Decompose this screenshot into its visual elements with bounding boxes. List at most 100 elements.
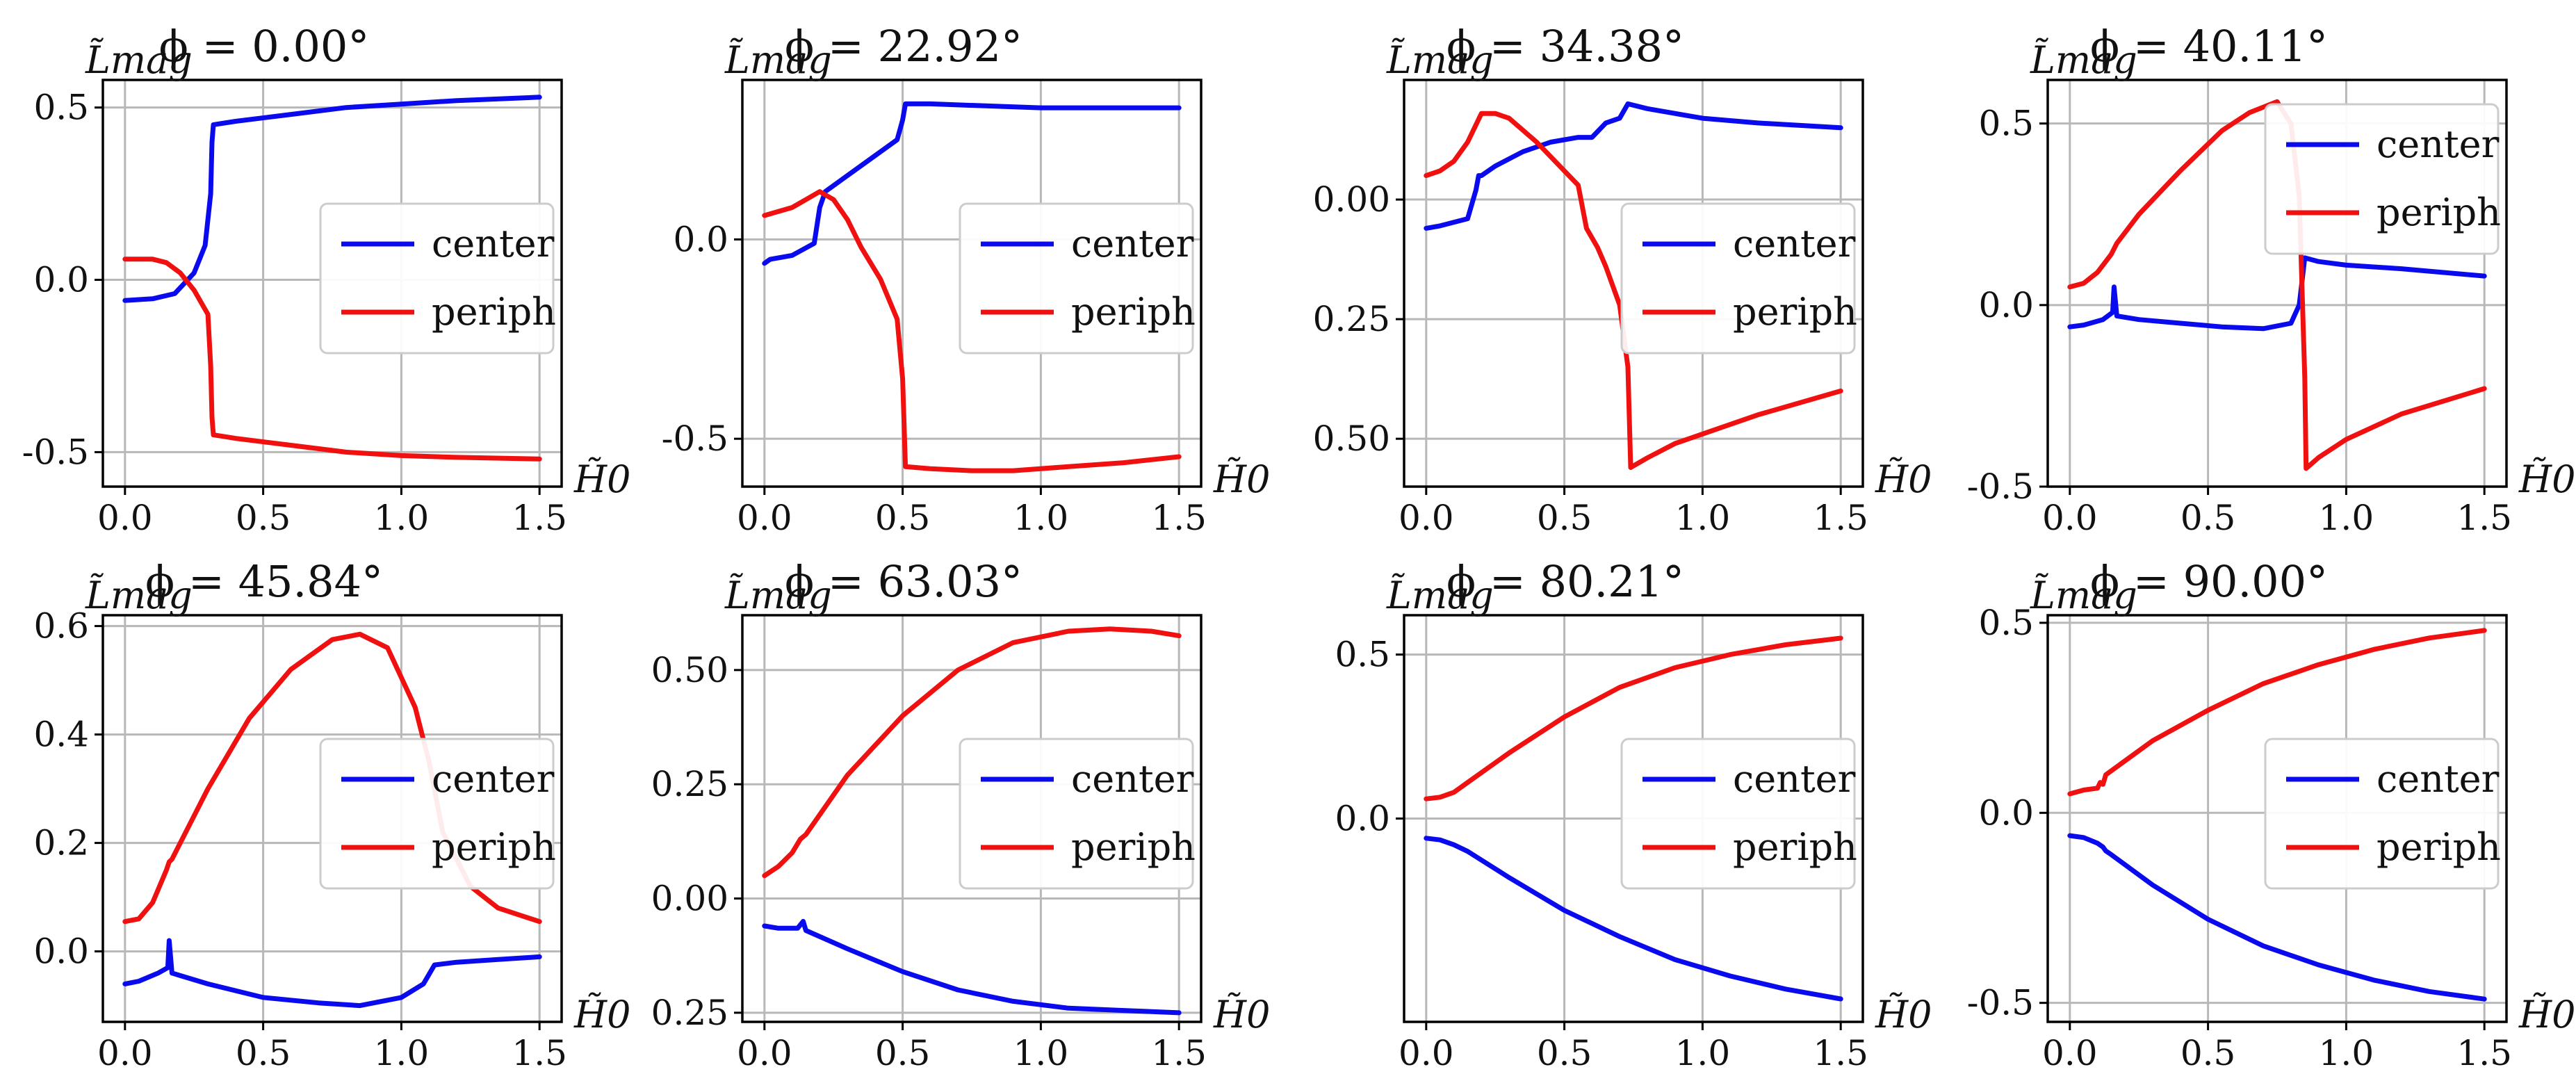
y-axis-label: L̃mag: [1386, 38, 1494, 82]
y-tick-label: 0.00: [651, 879, 728, 919]
series-line-periph: [1424, 635, 1843, 802]
x-tick-label: 0.5: [236, 498, 291, 538]
x-tick-label: 1.5: [2456, 1033, 2512, 1073]
series-line-periph: [762, 626, 1182, 879]
x-axis-label: H̃0: [2518, 992, 2575, 1036]
y-tick-label: 0.25: [1313, 299, 1390, 339]
subplot-title: ϕ = 63.03°: [785, 556, 1022, 607]
x-tick-label: 1.0: [2319, 1033, 2374, 1073]
series-lines: [122, 95, 542, 462]
series-line-center: [2067, 833, 2487, 1002]
series-lines: [1424, 101, 1843, 470]
series-line-periph: [762, 189, 1182, 473]
x-axis-label: H̃0: [1875, 457, 1932, 501]
series-lines: [762, 626, 1182, 1016]
x-tick-label: 0.0: [737, 1033, 792, 1073]
y-tick-label: 0.25: [651, 764, 728, 804]
series-line-periph: [1424, 111, 1843, 470]
series-lines: [1424, 635, 1843, 1002]
legend-label-periph: periph: [432, 825, 556, 869]
x-axis-label: H̃0: [1213, 457, 1270, 501]
series-line-periph: [122, 257, 542, 462]
y-tick-label: 0.0: [1335, 799, 1390, 839]
y-tick-label: 0.4: [33, 715, 89, 755]
x-axis-label: H̃0: [1213, 992, 1270, 1036]
x-axis-label: H̃0: [573, 457, 630, 501]
axes-frame: [101, 614, 563, 1023]
legend-box: [319, 738, 555, 890]
legend: center periph: [1620, 202, 1857, 355]
y-tick-label: 0.5: [1335, 635, 1390, 675]
series-line-center: [1424, 101, 1843, 231]
subplot-title: ϕ = 80.21°: [1446, 556, 1684, 607]
x-tick-label: 0.0: [97, 498, 153, 538]
legend-label-periph: periph: [1071, 290, 1196, 334]
legend-box: [1620, 202, 1856, 355]
x-tick-label: 0.0: [737, 498, 792, 538]
legend-label-periph: periph: [432, 290, 556, 334]
x-tick-label: 1.0: [374, 1033, 430, 1073]
series-line-center: [122, 95, 542, 303]
x-tick-label: 1.5: [1151, 498, 1207, 538]
y-tick-label: 0.50: [1313, 418, 1390, 459]
subplot-5: 0.0 0.5 1.0 1.5 0.0 0.2 0.4 0.6 center periph ϕ = …: [33, 556, 630, 1073]
x-axis-label: H̃0: [573, 992, 630, 1036]
y-tick-label: 0.5: [1978, 104, 2034, 144]
y-axis-label: L̃mag: [724, 38, 832, 82]
y-tick-label: -0.5: [1967, 466, 2034, 507]
x-axis-label: H̃0: [1875, 992, 1932, 1036]
series-lines: [2067, 628, 2487, 1002]
x-tick-label: 0.0: [1399, 498, 1454, 538]
x-tick-label: 1.5: [1813, 498, 1868, 538]
subplot-title: ϕ = 0.00°: [159, 21, 370, 72]
y-tick-label: 0.0: [673, 219, 728, 259]
legend-label-center: center: [2377, 122, 2500, 166]
x-tick-label: 1.5: [512, 498, 567, 538]
x-tick-label: 1.0: [1013, 498, 1069, 538]
legend-label-center: center: [432, 757, 555, 801]
axes-frame: [101, 79, 563, 488]
legend-label-periph: periph: [1071, 825, 1196, 869]
x-tick-label: 0.5: [2180, 498, 2236, 538]
legend-label-center: center: [432, 222, 555, 266]
series-line-center: [762, 101, 1182, 266]
subplot-title: ϕ = 45.84°: [145, 556, 383, 607]
series-line-periph: [2067, 628, 2487, 797]
legend: center periph: [959, 202, 1196, 355]
y-tick-label: 0.5: [1978, 603, 2034, 643]
x-tick-label: 1.5: [2456, 498, 2512, 538]
y-tick-label: 0.0: [33, 932, 89, 972]
legend-box: [319, 202, 555, 355]
axes-frame: [741, 614, 1203, 1023]
series-line-periph: [2067, 99, 2487, 471]
x-tick-label: 1.0: [2319, 498, 2374, 538]
subplot-title: ϕ = 90.00°: [2090, 556, 2328, 607]
x-tick-label: 0.5: [2180, 1033, 2236, 1073]
x-tick-label: 1.0: [1013, 1033, 1069, 1073]
y-tick-label: 0.25: [651, 993, 728, 1033]
y-tick-label: 0.0: [33, 260, 89, 300]
x-tick-label: 0.0: [97, 1033, 153, 1073]
legend-label-center: center: [2377, 757, 2500, 801]
legend-label-periph: periph: [1733, 825, 1857, 869]
subplot-title: ϕ = 34.38°: [1446, 21, 1684, 72]
axes-frame: [1403, 79, 1864, 488]
legend-label-center: center: [1071, 222, 1194, 266]
legend-label-periph: periph: [1733, 290, 1857, 334]
legend-box: [959, 202, 1194, 355]
y-axis-label: L̃mag: [85, 38, 193, 82]
legend-box: [2264, 103, 2500, 255]
x-tick-label: 0.5: [875, 498, 931, 538]
subplot-title: ϕ = 40.11°: [2090, 21, 2328, 72]
y-tick-label: 0.0: [1978, 285, 2034, 325]
legend: center periph: [319, 738, 556, 890]
legend: center periph: [319, 202, 556, 355]
x-tick-label: 1.5: [1151, 1033, 1207, 1073]
legend: center periph: [1620, 738, 1857, 890]
y-tick-label: 0.6: [33, 606, 89, 646]
legend-box: [2264, 738, 2500, 890]
